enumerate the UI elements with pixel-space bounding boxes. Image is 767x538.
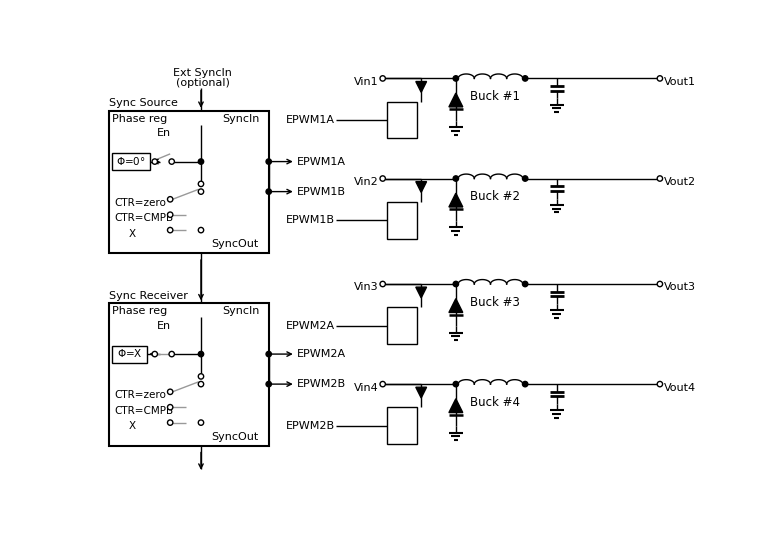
Text: EPWM2A: EPWM2A	[286, 321, 335, 331]
Circle shape	[453, 176, 459, 181]
Circle shape	[380, 176, 385, 181]
Text: Buck #3: Buck #3	[469, 295, 519, 309]
Text: Sync Source: Sync Source	[109, 98, 177, 109]
Circle shape	[167, 212, 173, 217]
Text: CTR=zero: CTR=zero	[115, 198, 166, 208]
Text: X: X	[129, 421, 136, 431]
Text: Buck #2: Buck #2	[469, 190, 520, 203]
Text: Vout2: Vout2	[663, 177, 696, 187]
Circle shape	[522, 281, 528, 287]
Text: CTR=CMPB: CTR=CMPB	[115, 406, 174, 416]
Polygon shape	[416, 287, 426, 298]
Bar	[112, 345, 147, 363]
Text: Phase reg: Phase reg	[112, 306, 167, 316]
Circle shape	[266, 189, 272, 194]
Text: EPWM2B: EPWM2B	[286, 421, 335, 431]
Circle shape	[266, 381, 272, 387]
Circle shape	[199, 374, 204, 379]
Circle shape	[199, 159, 204, 164]
Text: Vout3: Vout3	[663, 282, 696, 293]
Circle shape	[169, 159, 174, 164]
Circle shape	[199, 381, 204, 387]
Text: Buck #4: Buck #4	[469, 395, 520, 409]
Text: EPWM2B: EPWM2B	[298, 379, 347, 390]
Circle shape	[199, 189, 204, 194]
Circle shape	[657, 176, 663, 181]
Circle shape	[167, 405, 173, 410]
Circle shape	[167, 196, 173, 202]
Text: (optional): (optional)	[176, 77, 229, 88]
Bar	[387, 102, 417, 138]
Circle shape	[152, 351, 157, 357]
Circle shape	[657, 76, 663, 81]
Text: $\Phi$=0°: $\Phi$=0°	[116, 154, 146, 167]
Text: CTR=zero: CTR=zero	[115, 390, 166, 400]
Text: Vin3: Vin3	[354, 282, 379, 293]
Circle shape	[453, 281, 459, 287]
Polygon shape	[416, 81, 426, 93]
Polygon shape	[416, 182, 426, 193]
Text: Buck #1: Buck #1	[469, 90, 520, 103]
Text: En: En	[157, 129, 171, 138]
Text: EPWM1B: EPWM1B	[286, 216, 335, 225]
Circle shape	[522, 76, 528, 81]
Circle shape	[380, 76, 385, 81]
Circle shape	[199, 420, 204, 426]
Text: Phase reg: Phase reg	[112, 114, 167, 124]
Text: EPWM1A: EPWM1A	[298, 157, 346, 167]
Bar	[387, 407, 417, 444]
Circle shape	[199, 351, 204, 357]
Circle shape	[522, 176, 528, 181]
Text: Vout4: Vout4	[663, 383, 696, 393]
Circle shape	[453, 381, 459, 387]
Circle shape	[199, 228, 204, 233]
Bar	[109, 111, 268, 253]
Text: SyncIn: SyncIn	[222, 306, 260, 316]
Text: EPWM1A: EPWM1A	[286, 115, 335, 125]
Bar	[387, 202, 417, 238]
Circle shape	[169, 351, 174, 357]
Text: En: En	[157, 321, 171, 331]
Polygon shape	[449, 193, 463, 207]
Text: Ext SyncIn: Ext SyncIn	[173, 68, 232, 79]
Circle shape	[167, 228, 173, 233]
Text: X: X	[129, 229, 136, 238]
Circle shape	[657, 281, 663, 287]
Text: CTR=CMPB: CTR=CMPB	[115, 213, 174, 223]
Circle shape	[522, 381, 528, 387]
Bar	[109, 303, 268, 445]
Circle shape	[167, 389, 173, 394]
Circle shape	[380, 381, 385, 387]
Text: Sync Receiver: Sync Receiver	[109, 291, 187, 301]
Text: SyncIn: SyncIn	[222, 114, 260, 124]
Polygon shape	[449, 93, 463, 107]
Circle shape	[380, 281, 385, 287]
Bar	[112, 153, 150, 170]
Circle shape	[152, 159, 157, 164]
Text: Vin1: Vin1	[354, 77, 379, 87]
Circle shape	[657, 381, 663, 387]
Text: SyncOut: SyncOut	[211, 239, 258, 249]
Text: Vin4: Vin4	[354, 383, 379, 393]
Circle shape	[266, 351, 272, 357]
Circle shape	[199, 181, 204, 187]
Text: EPWM1B: EPWM1B	[298, 187, 346, 197]
Polygon shape	[449, 399, 463, 413]
Circle shape	[266, 159, 272, 164]
Polygon shape	[449, 299, 463, 313]
Text: Vout1: Vout1	[663, 77, 696, 87]
Circle shape	[167, 420, 173, 426]
Polygon shape	[416, 387, 426, 398]
Text: Vin2: Vin2	[354, 177, 379, 187]
Circle shape	[453, 76, 459, 81]
Bar	[387, 307, 417, 344]
Text: $\Phi$=X: $\Phi$=X	[117, 347, 142, 359]
Text: SyncOut: SyncOut	[211, 432, 258, 442]
Text: EPWM2A: EPWM2A	[298, 350, 347, 359]
